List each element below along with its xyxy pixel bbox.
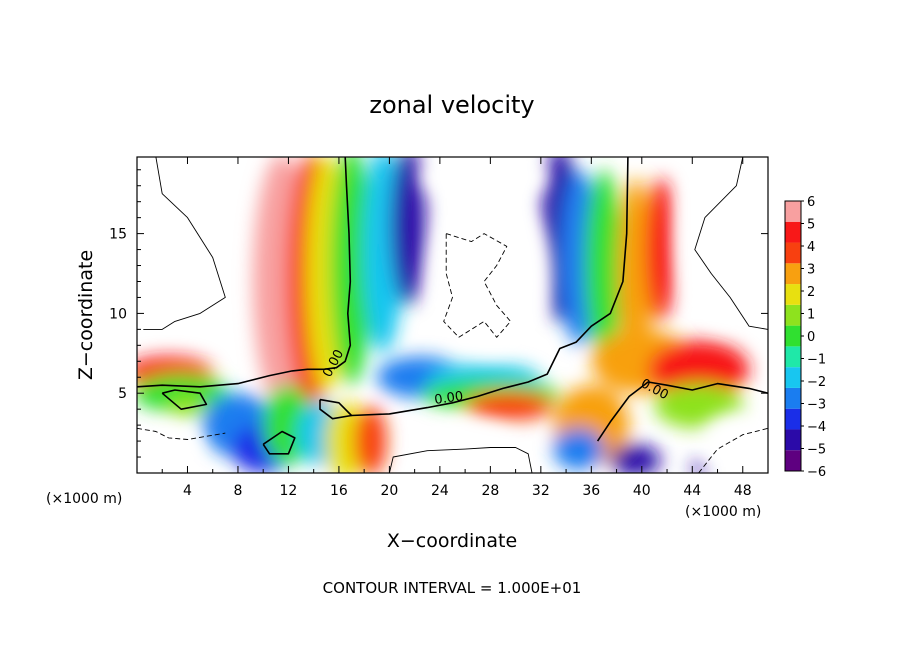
x-tick-label-44: 44 [683,483,701,499]
colorbar-swatch-2 [785,408,801,430]
plot-frame [136,156,769,474]
colorbar-label-7: −1 [807,353,826,368]
y-axis-label: Z−coordinate [75,250,97,380]
colorbar: 6 5 4 3 2 1 0 −1 −2 −3 −4 −5 −6 [784,195,826,480]
contour-line-solid-1 [351,157,629,417]
x-tick-label-48: 48 [734,483,752,499]
plot-area [137,157,768,473]
field-patch-21 [691,461,707,473]
y-tick-label-15: 15 [109,227,127,243]
x-tick-label-12: 12 [280,483,298,499]
contour-line-solid-0 [137,157,352,388]
contour-line-thin-8 [388,447,533,473]
colorbar-swatch-5 [785,346,801,368]
x-tick-label-20: 20 [380,483,398,499]
colorbar-swatch-9 [785,263,801,285]
colorbar-swatch-12 [785,201,801,222]
contour-line-thin-7 [694,157,768,330]
field-patch-3 [330,157,373,386]
field-patch-16 [648,340,750,398]
colorbar-swatch-10 [785,242,801,264]
colorbar-label-1: 5 [807,218,815,233]
contour-line-solid-3 [161,389,208,410]
contour-line-solid-5 [319,398,353,420]
field-patch-12 [585,169,623,362]
x-tick-label-36: 36 [582,483,600,499]
x-tick-label-16: 16 [330,483,348,499]
colorbar-swatch-0 [785,450,801,471]
colorbar-swatch-11 [785,221,801,243]
contour-line-dashed-10 [137,427,226,440]
contour-label-zero-2: 0.00 [433,389,464,408]
field-patch-20 [610,444,661,473]
colorbar-swatch-8 [785,284,801,305]
y-axis: 5 10 15 [109,169,768,458]
colorbar-label-6: 0 [807,330,815,345]
field-patch-9 [465,391,554,421]
field-patch-30 [354,405,387,473]
colorbar-label-9: −3 [807,398,826,413]
x-axis: 4 8 12 16 20 24 28 32 36 40 44 48 [161,157,752,499]
x-tick-label-40: 40 [633,483,651,499]
colorbar-label-10: −4 [807,420,826,435]
x-unit-right: (×1000 m) [685,504,761,520]
colorbar-label-3: 3 [807,263,815,278]
blank-region-0 [137,157,226,330]
colorbar-swatch-7 [785,304,801,326]
field-patch-24 [167,394,208,418]
colorbar-label-8: −2 [807,375,826,390]
field-patch-14 [645,177,676,322]
colorbar-label-12: −6 [807,465,826,480]
colorbar-swatch-3 [785,387,801,409]
field-patch-29 [325,401,366,473]
y-tick-label-5: 5 [118,386,127,402]
blank-region-5 [137,426,201,472]
x-tick-label-4: 4 [183,483,192,499]
contour-line-solid-4 [262,430,296,455]
contour-line-dashed-11 [698,427,768,473]
y-tick-label-10: 10 [109,306,127,322]
colorbar-label-5: 1 [807,308,815,323]
colorbar-label-2: 4 [807,240,815,255]
contour-line-thin-6 [143,157,226,330]
x-tick-label-32: 32 [532,483,550,499]
contour-line-dashed-9 [443,233,512,338]
field-patch-19 [553,428,604,470]
x-axis-label: X−coordinate [387,530,517,552]
contour-lines-layer [137,157,768,473]
colorbar-label-11: −5 [807,443,826,458]
colorbar-swatch-1 [785,429,801,451]
x-tick-label-28: 28 [481,483,499,499]
x-tick-label-24: 24 [431,483,449,499]
blank-region-4 [408,420,522,473]
blank-region-6 [701,412,768,470]
x-tick-label-8: 8 [233,483,242,499]
blank-region-3 [675,157,768,330]
velocity-field-layer [137,157,750,473]
blank-region-2 [420,157,548,202]
contour-interval-note: CONTOUR INTERVAL = 1.000E+01 [323,579,582,597]
colorbar-swatch-4 [785,367,801,388]
colorbar-label-4: 2 [807,285,815,300]
x-unit-left: (×1000 m) [46,491,122,507]
field-patch-5 [390,157,426,306]
contour-line-solid-2 [596,381,768,442]
colorbar-label-0: 6 [807,195,815,210]
colorbar-swatch-6 [785,325,801,347]
chart-title: zonal velocity [369,91,534,119]
